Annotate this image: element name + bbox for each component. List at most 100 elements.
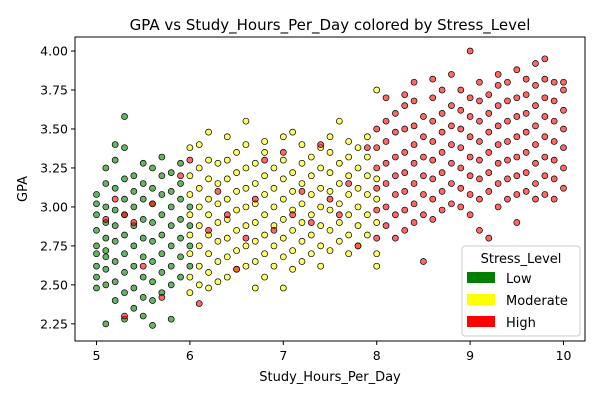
point-moderate-132: [354, 222, 362, 229]
point-low-67: [158, 231, 166, 239]
point-moderate-23: [205, 156, 212, 164]
point-moderate-94: [298, 200, 306, 208]
point-moderate-71: [270, 242, 278, 250]
point-high-160: [532, 81, 539, 89]
point-low-85: [177, 180, 184, 187]
legend-label-high: High: [506, 316, 536, 331]
point-low-27: [111, 141, 119, 148]
point-high-165: [541, 133, 549, 141]
point-low-29: [121, 289, 128, 297]
point-low-87: [186, 262, 194, 270]
point-low-1: [93, 273, 100, 281]
point-low-35: [121, 175, 128, 183]
point-high-145: [513, 94, 521, 102]
point-moderate-64: [261, 231, 268, 239]
point-high-69: [420, 153, 427, 161]
point-low-58: [149, 258, 156, 265]
point-moderate-120: [335, 200, 343, 208]
point-moderate-90: [289, 128, 296, 136]
point-high-80: [438, 206, 446, 214]
point-high-41: [382, 94, 390, 102]
point-moderate-51: [242, 184, 250, 192]
point-moderate-92: [298, 237, 306, 245]
point-high-133: [504, 175, 511, 183]
point-high-99: [457, 106, 465, 114]
point-high-139: [513, 219, 521, 226]
point-moderate-81: [279, 175, 287, 183]
point-moderate-144: [373, 250, 381, 258]
point-high-63: [410, 97, 418, 105]
point-low-73: [167, 281, 175, 289]
point-high-22: [307, 219, 315, 226]
point-high-154: [532, 195, 539, 203]
point-moderate-8: [195, 281, 203, 289]
plot-frame: [74, 36, 586, 342]
point-high-126: [494, 159, 502, 167]
point-high-166: [541, 113, 549, 120]
point-low-24: [111, 206, 119, 214]
point-high-13: [223, 211, 231, 219]
point-moderate-41: [233, 247, 240, 254]
point-high-2: [121, 312, 128, 320]
point-high-179: [560, 144, 567, 152]
point-moderate-65: [261, 211, 268, 219]
point-high-146: [513, 66, 521, 74]
point-high-33: [373, 144, 381, 152]
point-moderate-11: [195, 222, 203, 229]
point-low-46: [139, 312, 147, 320]
point-low-4: [93, 242, 100, 250]
point-high-81: [438, 187, 446, 195]
point-high-155: [532, 180, 539, 187]
point-high-180: [560, 125, 567, 133]
point-moderate-114: [326, 187, 334, 195]
point-high-106: [466, 113, 474, 120]
point-moderate-93: [298, 219, 306, 226]
point-high-20: [289, 211, 296, 219]
point-moderate-117: [326, 133, 334, 141]
legend-title: Stress_Level: [481, 252, 562, 267]
point-low-70: [158, 172, 166, 180]
point-high-115: [476, 97, 483, 105]
point-moderate-124: [345, 250, 353, 258]
point-low-3: [93, 250, 100, 258]
point-high-85: [438, 110, 446, 117]
point-moderate-44: [233, 187, 240, 195]
point-high-175: [550, 97, 558, 105]
point-low-20: [111, 278, 119, 286]
point-moderate-82: [279, 156, 287, 164]
point-moderate-148: [373, 86, 381, 94]
point-high-143: [513, 133, 521, 141]
point-moderate-116: [326, 149, 334, 156]
point-high-65: [420, 258, 427, 265]
point-high-38: [382, 159, 390, 167]
point-high-24: [326, 195, 334, 203]
point-moderate-118: [335, 237, 343, 245]
point-high-140: [513, 191, 521, 198]
point-high-94: [457, 203, 465, 211]
point-low-47: [139, 293, 147, 301]
point-low-60: [149, 219, 156, 226]
point-high-59: [410, 180, 418, 187]
point-moderate-135: [354, 164, 362, 172]
point-high-72: [429, 216, 437, 223]
point-moderate-3: [186, 231, 194, 239]
y-tick-label: 3.00: [40, 199, 68, 214]
y-tick-label: 3.25: [40, 160, 68, 175]
x-tick-label: 7: [279, 348, 287, 363]
point-low-21: [111, 258, 119, 265]
point-high-14: [233, 265, 240, 273]
point-moderate-121: [335, 180, 343, 187]
point-moderate-91: [298, 258, 306, 265]
point-moderate-17: [205, 269, 212, 276]
point-high-45: [392, 172, 399, 180]
point-high-56: [401, 91, 409, 99]
point-high-121: [485, 128, 493, 136]
point-low-40: [130, 262, 138, 270]
point-high-73: [429, 195, 437, 203]
point-low-88: [186, 242, 194, 250]
point-high-28: [364, 144, 371, 152]
point-moderate-28: [214, 219, 222, 226]
point-high-122: [485, 110, 493, 117]
point-moderate-31: [214, 159, 222, 167]
point-moderate-146: [373, 195, 381, 203]
